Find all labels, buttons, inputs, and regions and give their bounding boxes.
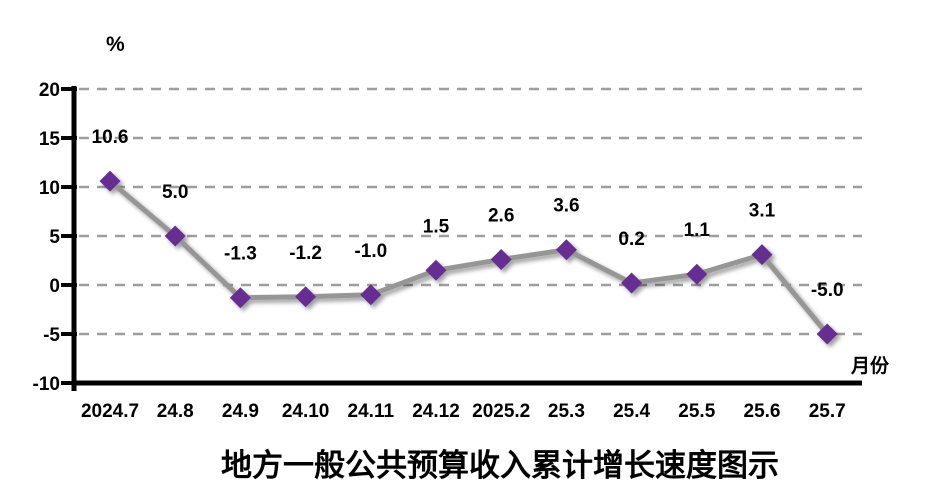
x-axis-unit-label: 月份: [851, 356, 890, 377]
series-line: [107, 178, 830, 337]
x-tick-label: 25.6: [744, 401, 781, 422]
data-point-label: -5.0: [811, 280, 844, 301]
data-point-label: -1.0: [354, 241, 387, 262]
x-tick-label: 25.4: [613, 401, 650, 422]
data-point-label: 5.0: [162, 182, 188, 203]
x-tick-label: 24.12: [412, 401, 460, 422]
data-point-marker: [686, 263, 708, 285]
x-tick-label: 25.5: [678, 401, 715, 422]
data-point-marker: [621, 272, 643, 294]
data-point-marker: [99, 170, 121, 192]
data-point-label: -1.3: [224, 244, 257, 265]
data-point-marker: [425, 259, 447, 281]
x-tick-label: 24.9: [222, 401, 259, 422]
y-tick-label: -10: [33, 374, 60, 395]
data-point-marker: [751, 244, 773, 266]
data-point-marker: [360, 284, 382, 306]
y-tick-label: -5: [43, 325, 60, 346]
data-point-marker: [295, 286, 317, 308]
data-point-label: 2.6: [488, 206, 514, 227]
data-point-label: 0.2: [618, 229, 644, 250]
x-tick-label: 24.10: [282, 401, 330, 422]
x-tick-label: 2025.2: [472, 401, 530, 422]
chart-title: 地方一般公共预算收入累计增长速度图示: [221, 448, 779, 483]
x-tick-label: 2024.7: [81, 401, 139, 422]
x-tick-label: 24.8: [157, 401, 194, 422]
line-chart-canvas: 20 15 10 5 0 -5 -10 2024.7 24.8 24.9 24.10 24.11 24.…: [33, 80, 862, 422]
data-point-marker: [555, 239, 577, 261]
data-point-label: -1.2: [289, 243, 322, 264]
y-tick-label: 15: [39, 129, 61, 150]
data-point-label: 3.1: [749, 201, 776, 222]
data-point-marker: [164, 225, 186, 247]
x-tick-label: 25.3: [548, 401, 585, 422]
data-point-marker: [229, 287, 251, 309]
y-tick-label: 0: [49, 276, 60, 297]
y-tick-label: 5: [49, 227, 60, 248]
data-point-label: 1.1: [684, 220, 711, 241]
y-tick-label: 20: [39, 80, 60, 101]
data-point-marker: [816, 323, 838, 345]
data-series: [99, 170, 838, 345]
data-point-label: 1.5: [423, 216, 450, 237]
y-tick-label: 10: [39, 178, 60, 199]
data-point-label: 3.6: [553, 196, 579, 217]
data-point-marker: [490, 249, 512, 271]
y-axis-unit-label: %: [106, 33, 125, 56]
x-tick-label: 24.11: [348, 401, 395, 422]
data-point-label: 10.6: [92, 127, 129, 148]
x-tick-label: 25.7: [809, 401, 846, 422]
